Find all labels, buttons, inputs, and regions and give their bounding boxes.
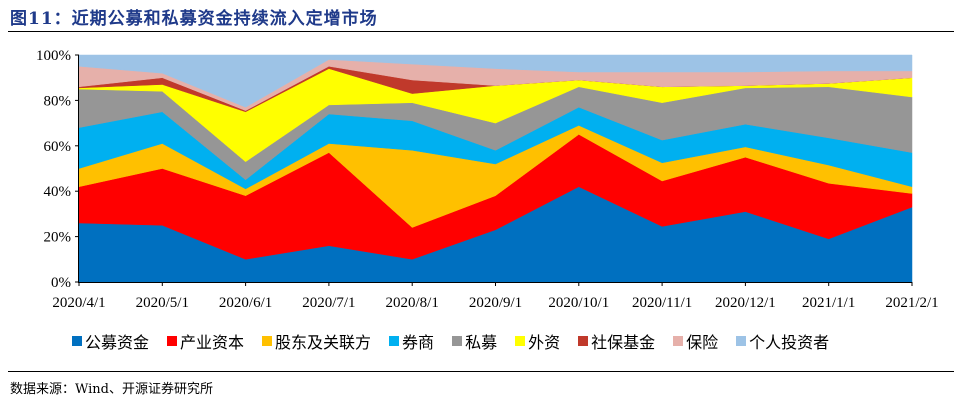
title-divider: [8, 31, 954, 32]
legend-label: 公募资金: [85, 333, 150, 352]
y-tick-label: 0%: [51, 275, 71, 291]
legend-item: 外资: [515, 329, 560, 353]
legend-swatch: [452, 336, 463, 346]
plot-areas: [78, 54, 913, 283]
legend-label: 个人投资者: [749, 333, 830, 352]
legend-label: 保险: [686, 333, 719, 352]
legend-swatch: [673, 336, 684, 346]
source-divider: [8, 371, 954, 372]
x-tick-label: 2021/2/1: [885, 295, 938, 311]
legend-item: 公募资金: [72, 329, 149, 353]
legend-swatch: [72, 336, 82, 346]
legend-swatch: [262, 336, 273, 346]
legend-item: 保险: [673, 329, 718, 353]
x-tick-label: 2020/5/1: [136, 295, 189, 311]
legend-label: 社保基金: [591, 333, 656, 352]
area-series-8: [78, 54, 913, 108]
legend: 公募资金 产业资本 股东及关联方 券商 私募 外资 社保基金 保险 个人投资者: [72, 329, 829, 353]
chart-title: 图11：近期公募和私募资金持续流入定增市场: [10, 9, 378, 29]
x-tick-label: 2020/6/1: [219, 295, 272, 311]
x-tick-label: 2021/1/1: [802, 295, 855, 311]
legend-swatch: [736, 336, 747, 346]
x-tick-label: 2020/11/1: [632, 295, 692, 311]
legend-item: 私募: [452, 329, 497, 353]
x-tick-label: 2020/9/1: [469, 295, 522, 311]
legend-swatch: [515, 336, 526, 346]
legend-label: 私募: [465, 333, 498, 352]
legend-label: 券商: [402, 333, 435, 352]
y-tick-label: 60%: [44, 139, 72, 155]
stacked-area-chart: 0% 20% 40% 60% 80% 100% 2020/4/1 2020/5/1 2020/6…: [36, 48, 939, 311]
data-source: 数据来源：Wind、开源证券研究所: [10, 382, 213, 397]
axes: 0% 20% 40% 60% 80% 100% 2020/4/1 2020/5/1 2020/6…: [36, 48, 939, 311]
y-tick-label: 20%: [44, 230, 72, 246]
legend-swatch: [167, 336, 178, 346]
legend-swatch: [578, 336, 589, 346]
y-tick-label: 40%: [44, 184, 72, 200]
x-tick-label: 2020/12/1: [715, 295, 776, 311]
legend-swatch: [389, 336, 400, 346]
legend-item: 产业资本: [167, 329, 244, 353]
x-tick-label: 2020/4/1: [52, 295, 105, 311]
legend-label: 产业资本: [180, 333, 245, 352]
y-tick-label: 100%: [36, 48, 71, 64]
legend-item: 券商: [389, 329, 434, 353]
legend-label: 股东及关联方: [275, 333, 372, 352]
legend-label: 外资: [528, 333, 561, 352]
x-tick-label: 2020/7/1: [302, 295, 355, 311]
x-tick-label: 2020/8/1: [386, 295, 439, 311]
y-tick-label: 80%: [44, 93, 72, 109]
legend-item: 个人投资者: [736, 329, 829, 353]
x-tick-label: 2020/10/1: [548, 295, 609, 311]
legend-item: 股东及关联方: [262, 329, 371, 353]
legend-item: 社保基金: [578, 329, 655, 353]
